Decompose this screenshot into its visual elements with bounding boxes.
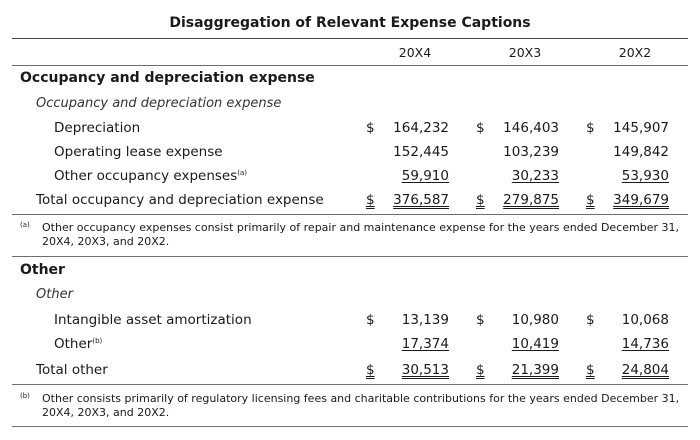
cell-value: 164,232 [393, 120, 449, 136]
cell-value: 53,930 [621, 168, 669, 184]
total-value: 349,679 [613, 192, 669, 208]
cell-value: 10,419 [511, 336, 559, 352]
currency-symbol: $ [476, 312, 485, 328]
cell-value: 30,233 [511, 168, 559, 184]
footnote-b: Other consists primarily of regulatory l… [42, 392, 680, 419]
row-label-other-occupancy: Other occupancy expenses(a) [54, 168, 248, 184]
cell-value: 59,910 [401, 168, 449, 184]
footnote-ref-a: (a) [237, 169, 248, 177]
currency-symbol: $ [366, 312, 375, 328]
col-header-20x2: 20X2 [618, 45, 652, 60]
total-value: 279,875 [503, 192, 559, 208]
currency-symbol: $ [586, 192, 595, 208]
footnote-marker-a: (a) [20, 221, 30, 229]
subheading-occupancy: Occupancy and depreciation expense [36, 96, 282, 111]
cell-value: 146,403 [503, 120, 559, 136]
currency-symbol: $ [586, 120, 595, 136]
total-value: 30,513 [401, 362, 449, 378]
cell-value: 149,842 [613, 144, 669, 160]
section-heading-other: Other [20, 262, 65, 278]
footnote-a: Other occupancy expenses consist primari… [42, 221, 679, 248]
row-label-other: Other(b) [54, 336, 103, 352]
col-header-20x3: 20X3 [508, 45, 542, 60]
row-label-operating-lease: Operating lease expense [54, 144, 223, 160]
currency-symbol: $ [366, 192, 375, 208]
cell-value: 10,068 [621, 312, 669, 328]
total-value: 376,587 [393, 192, 449, 208]
cell-value: 103,239 [503, 144, 559, 160]
total-value: 24,804 [621, 362, 669, 378]
total-label-occupancy: Total occupancy and depreciation expense [36, 192, 324, 208]
currency-symbol: $ [366, 120, 375, 136]
currency-symbol: $ [476, 362, 485, 378]
currency-symbol: $ [366, 362, 375, 378]
cell-value: 152,445 [393, 144, 449, 160]
row-label-depreciation: Depreciation [54, 120, 141, 136]
currency-symbol: $ [586, 312, 595, 328]
cell-value: 13,139 [401, 312, 449, 328]
header-rule [12, 65, 688, 66]
bottom-rule [12, 426, 688, 427]
footnote-ref-b: (b) [92, 337, 103, 345]
section-heading-occupancy: Occupancy and depreciation expense [20, 70, 315, 86]
footnote-marker-b: (b) [20, 392, 30, 400]
cell-value: 17,374 [401, 336, 449, 352]
title-rule [12, 38, 688, 39]
section-rule [12, 256, 688, 257]
cell-value: 145,907 [613, 120, 669, 136]
total-label-other: Total other [36, 362, 108, 378]
currency-symbol: $ [586, 362, 595, 378]
section-rule [12, 214, 688, 215]
currency-symbol: $ [476, 192, 485, 208]
subheading-other: Other [36, 287, 73, 302]
currency-symbol: $ [476, 120, 485, 136]
row-label-intangible-amortization: Intangible asset amortization [54, 312, 252, 328]
section-rule [12, 384, 688, 385]
col-header-20x4: 20X4 [398, 45, 432, 60]
table-title: Disaggregation of Relevant Expense Capti… [169, 15, 531, 31]
total-value: 21,399 [511, 362, 559, 378]
cell-value: 10,980 [511, 312, 559, 328]
cell-value: 14,736 [621, 336, 669, 352]
